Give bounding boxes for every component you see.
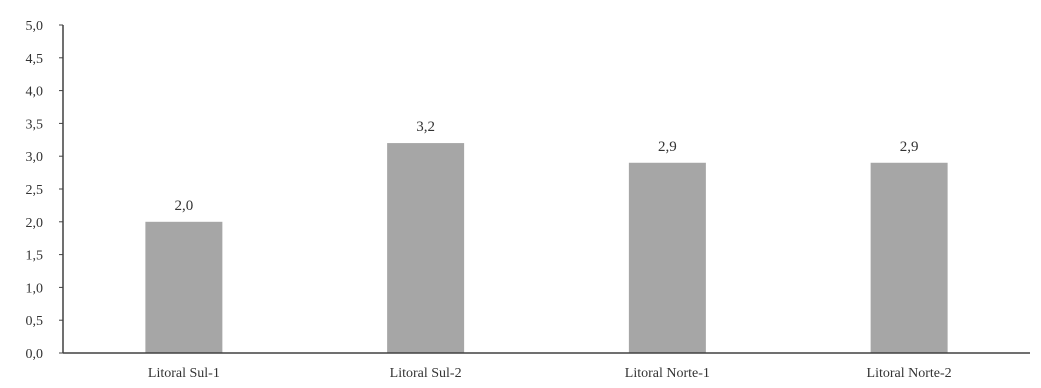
axes-layer: 0,0 0,5 1,0 1,5 2,0 2,5 3,0 3,5 4,0 4,5 5,0 [26, 19, 1030, 362]
y-tick-label: 2,0 [26, 216, 44, 231]
x-tick-label: Litoral Sul-1 [148, 366, 220, 381]
y-tick-label: 2,5 [26, 183, 44, 198]
bar [628, 162, 706, 353]
y-tick-label: 5,0 [26, 19, 44, 34]
y-tick-label: 0,5 [26, 314, 44, 329]
y-tick-label: 3,5 [26, 117, 44, 132]
bar [387, 143, 465, 353]
x-tick-label: Litoral Sul-2 [390, 366, 462, 381]
y-tick-label: 0,0 [26, 347, 44, 362]
x-tick-label: Litoral Norte-1 [625, 366, 710, 381]
labels-layer: 2,0 Litoral Sul-1 3,2 Litoral Sul-2 2,9 Litor… [148, 119, 952, 381]
y-tick-label: 1,5 [26, 249, 44, 264]
bar [870, 162, 948, 353]
data-label: 2,0 [175, 198, 194, 214]
y-tick-label: 4,5 [26, 52, 44, 67]
data-label: 3,2 [416, 119, 435, 135]
data-label: 2,9 [900, 139, 919, 155]
data-label: 2,9 [658, 139, 677, 155]
bars-layer [145, 143, 948, 353]
y-tick-label: 3,0 [26, 150, 44, 165]
bar [145, 221, 223, 353]
x-tick-label: Litoral Norte-2 [867, 366, 952, 381]
y-tick-label: 1,0 [26, 281, 44, 296]
y-tick-label: 4,0 [26, 85, 44, 100]
